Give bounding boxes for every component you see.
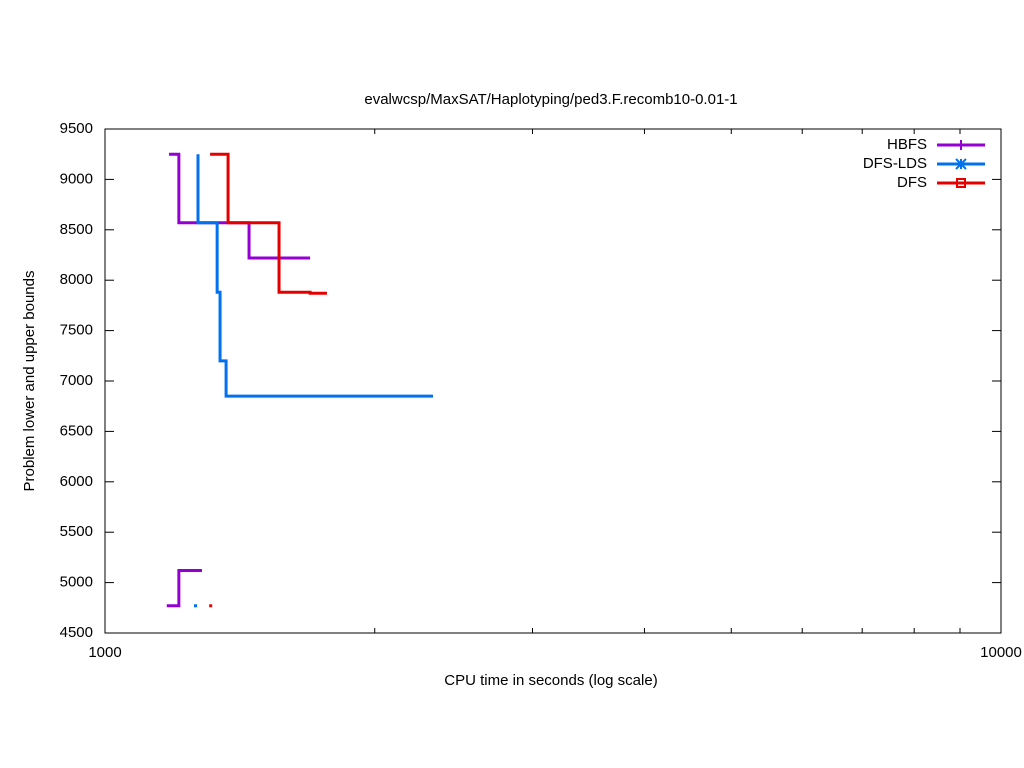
x-tick-label: 10000 — [980, 644, 1022, 661]
legend-label: DFS — [897, 174, 927, 191]
y-tick-label: 8500 — [60, 221, 93, 238]
upper-bound-line — [196, 154, 433, 398]
upper-bound-line — [210, 152, 327, 295]
y-tick-label: 6500 — [60, 422, 93, 439]
y-tick-label: 5500 — [60, 523, 93, 540]
legend-label: DFS-LDS — [863, 155, 927, 172]
legend-label: HBFS — [887, 136, 927, 153]
chart-title: evalwcsp/MaxSAT/Haplotyping/ped3.F.recom… — [364, 91, 737, 108]
y-tick-label: 4500 — [60, 624, 93, 641]
x-tick-label: 1000 — [88, 644, 121, 661]
y-tick-label: 9500 — [60, 120, 93, 137]
legend-marker — [956, 140, 966, 150]
y-tick-label: 6000 — [60, 473, 93, 490]
y-tick-label: 9000 — [60, 170, 93, 187]
legend-marker — [956, 178, 966, 188]
legend-marker — [955, 158, 967, 170]
lower-bound-line — [166, 569, 202, 608]
y-tick-label: 5000 — [60, 574, 93, 591]
y-axis-label: Problem lower and upper bounds — [21, 271, 38, 492]
y-tick-label: 7000 — [60, 372, 93, 389]
x-axis-label: CPU time in seconds (log scale) — [444, 672, 657, 689]
y-tick-label: 7500 — [60, 322, 93, 339]
y-tick-label: 8000 — [60, 271, 93, 288]
